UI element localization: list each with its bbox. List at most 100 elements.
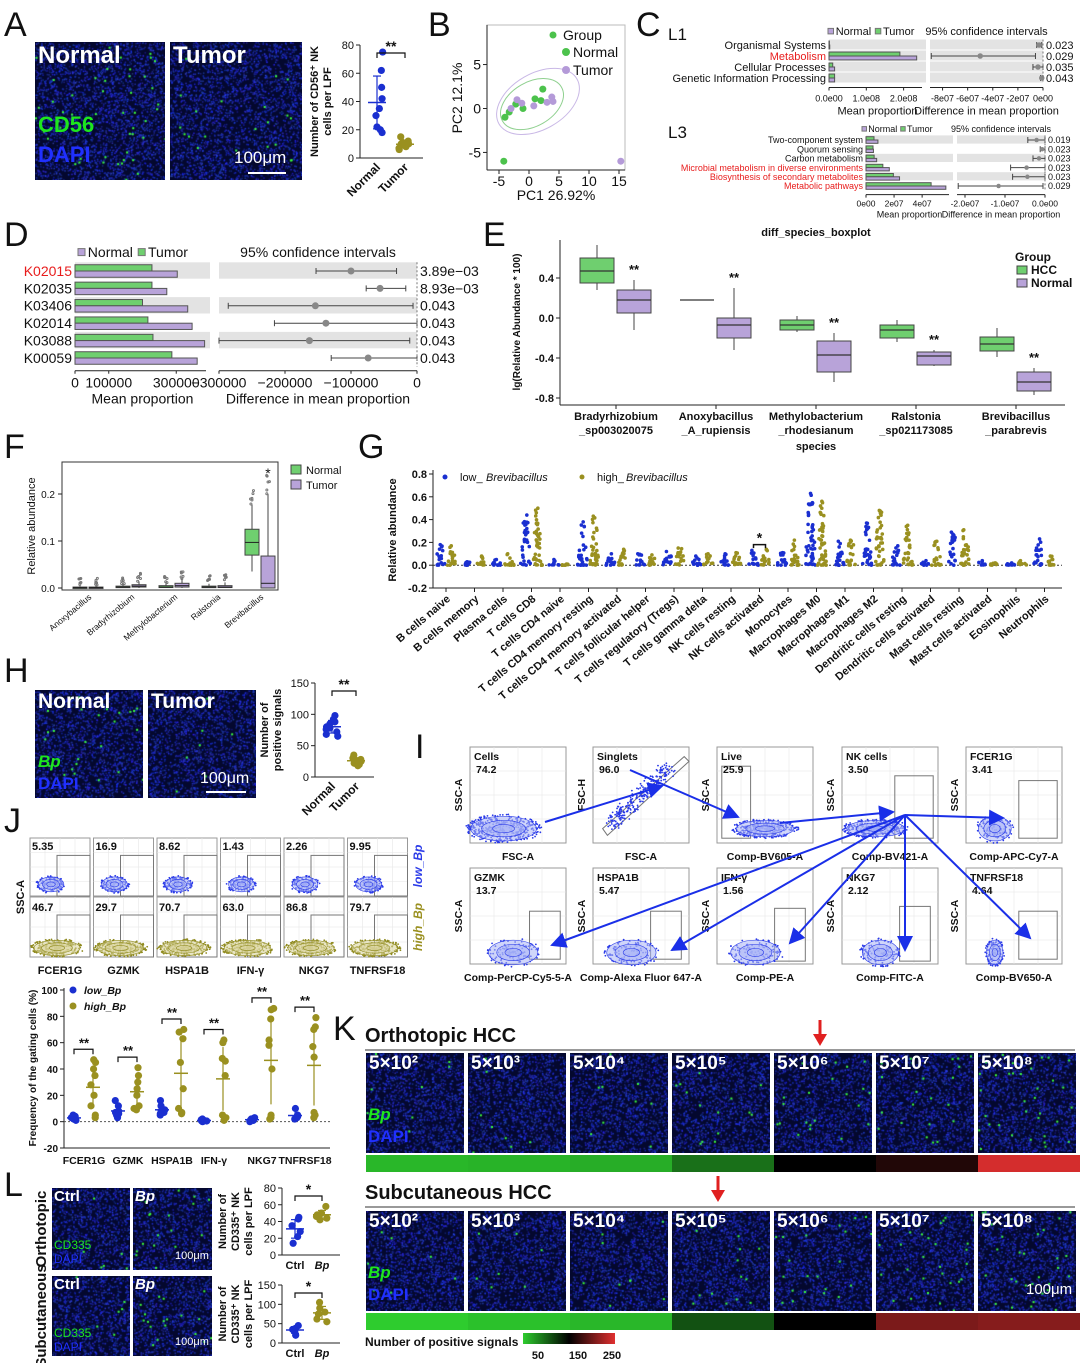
y-axis-label: lg(Relative Abundance * 100) [512, 254, 523, 391]
event-point [996, 964, 999, 967]
data-point [977, 560, 981, 565]
row-band [866, 135, 953, 144]
data-point [580, 560, 585, 564]
data-point [807, 543, 811, 548]
y-axis-label: cells per LPF [243, 1279, 255, 1348]
image-l-ortho-bp: Bp 100μm [133, 1188, 212, 1270]
image-k-subcutaneous-tile: 5×10⁷ [876, 1211, 974, 1311]
data-point [823, 549, 828, 553]
legend-marker [549, 31, 557, 39]
density-contour [622, 948, 640, 957]
tick-label: 20 [264, 1233, 276, 1245]
event-point [32, 950, 35, 952]
data-point [379, 48, 387, 56]
legend-label: Tumor [883, 26, 915, 38]
event-point [209, 946, 212, 949]
data-point [896, 548, 901, 553]
data-point [501, 113, 509, 121]
event-point [847, 832, 850, 835]
data-point [876, 554, 881, 558]
data-point [815, 563, 820, 567]
event-point [535, 833, 538, 836]
event-point [667, 769, 670, 772]
event-point [642, 786, 644, 789]
ci-point [311, 302, 319, 310]
outlier-point [265, 488, 269, 492]
event-point [627, 806, 630, 809]
event-point [635, 794, 638, 797]
event-point [628, 804, 631, 807]
data-point [500, 157, 508, 165]
y-axis-label: SSC-A [453, 899, 465, 932]
event-point [630, 789, 633, 792]
event-point [991, 937, 994, 940]
significance-label: * [265, 465, 271, 481]
bar-normal [865, 157, 878, 163]
row-label: Biosynthesis of secondary metabolites [710, 172, 864, 182]
event-point [623, 811, 626, 814]
data-point [868, 550, 873, 554]
bar-normal [74, 270, 178, 278]
significance-label: ** [339, 676, 350, 692]
event-point [618, 802, 621, 805]
gate-percentage: 46.7 [32, 902, 53, 914]
ci-point [1039, 146, 1045, 152]
data-point [821, 513, 826, 518]
x-tick-label: Brevibacillus [982, 411, 1050, 423]
data-point [966, 545, 971, 549]
signal-heat-cell [876, 1313, 978, 1330]
event-point [639, 787, 642, 789]
event-point [877, 937, 880, 940]
dose-label: 5×10⁸ [981, 1211, 1033, 1232]
data-point [878, 509, 883, 513]
event-point [628, 818, 631, 820]
row-label: Metabolic pathways [784, 181, 864, 191]
event-point [109, 955, 112, 958]
legend-label: Normal [306, 465, 341, 477]
event-point [94, 944, 97, 947]
data-point [752, 551, 756, 555]
outlier-point [249, 497, 253, 501]
event-point [491, 942, 493, 945]
x-tick-label: Tumor [375, 160, 411, 196]
bar-normal [74, 340, 206, 348]
x-axis-label: PC1 26.92% [517, 187, 596, 203]
density-contour [173, 881, 183, 888]
tick-label: 100 [258, 1299, 276, 1311]
event-point [517, 815, 520, 818]
event-point [641, 794, 643, 797]
event-point [665, 762, 668, 765]
panel-letter: L [4, 1166, 23, 1204]
event-point [523, 964, 526, 966]
data-point [811, 527, 816, 532]
x-axis-label: Comp-Alexa Fluor 647-A [580, 972, 702, 984]
data-point [294, 1215, 302, 1223]
event-point [843, 827, 846, 830]
data-point [881, 557, 886, 562]
data-point [1018, 560, 1022, 565]
event-point [123, 955, 126, 958]
x-axis-label: Comp-PE-A [736, 972, 795, 984]
image-k-orthotopic-tile: 5×10³ [468, 1053, 566, 1153]
image-l-subcut-ctrl: Ctrl CD335 DAPI [52, 1276, 130, 1356]
event-point [607, 820, 610, 823]
data-point [792, 538, 797, 542]
legend-label: Normal [573, 44, 618, 60]
outlier-point [251, 489, 255, 493]
event-point [62, 955, 65, 958]
data-point [783, 560, 788, 565]
event-point [164, 940, 167, 943]
data-point [617, 563, 621, 567]
signal-heat-cell [672, 1313, 774, 1330]
significance-bracket [294, 1292, 323, 1298]
data-point [535, 522, 540, 527]
data-point [898, 563, 902, 567]
stain-label: CD56 [38, 112, 95, 137]
event-point [254, 884, 257, 887]
data-point [875, 535, 880, 539]
event-point [238, 875, 240, 877]
legend-label: Normal [1031, 276, 1072, 290]
event-point [104, 939, 107, 942]
event-point [617, 805, 620, 808]
